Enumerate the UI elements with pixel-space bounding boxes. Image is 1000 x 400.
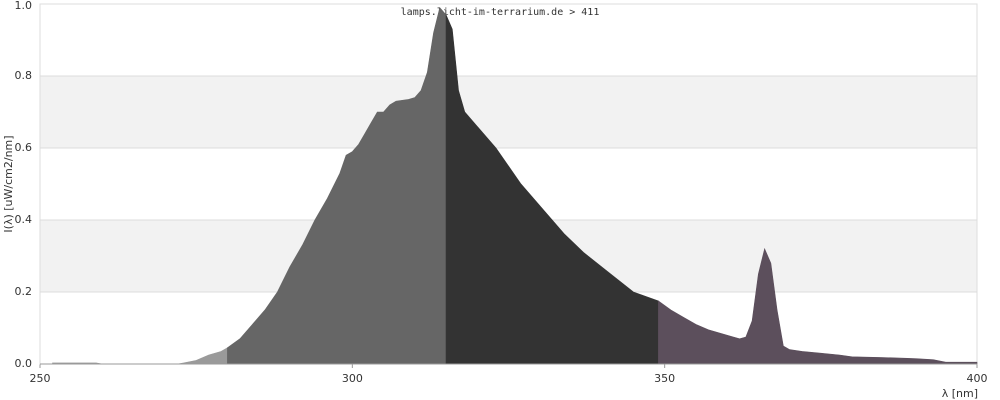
y-tick-label: 0.8 <box>15 69 33 82</box>
grid-band <box>40 76 977 148</box>
x-tick-label: 350 <box>654 372 675 385</box>
y-tick-label: 0.2 <box>15 285 33 298</box>
y-tick-label: 0.0 <box>15 357 33 370</box>
chart-title: lamps.licht-im-terrarium.de > 411 <box>401 7 600 18</box>
spectrum-area <box>658 247 978 365</box>
spectrum-area <box>227 6 447 365</box>
y-tick-label: 0.4 <box>15 213 33 226</box>
spectrum-area <box>445 14 659 365</box>
y-tick-label: 1.0 <box>15 0 33 12</box>
x-tick-label: 250 <box>30 372 51 385</box>
spectrum-area <box>52 347 228 365</box>
x-tick-label: 300 <box>342 372 363 385</box>
x-axis-label: λ [nm] <box>942 387 978 400</box>
x-tick-label: 400 <box>967 372 988 385</box>
y-axis-label: I(λ) [uW/cm2/nm] <box>2 135 15 232</box>
y-tick-label: 0.6 <box>15 141 33 154</box>
